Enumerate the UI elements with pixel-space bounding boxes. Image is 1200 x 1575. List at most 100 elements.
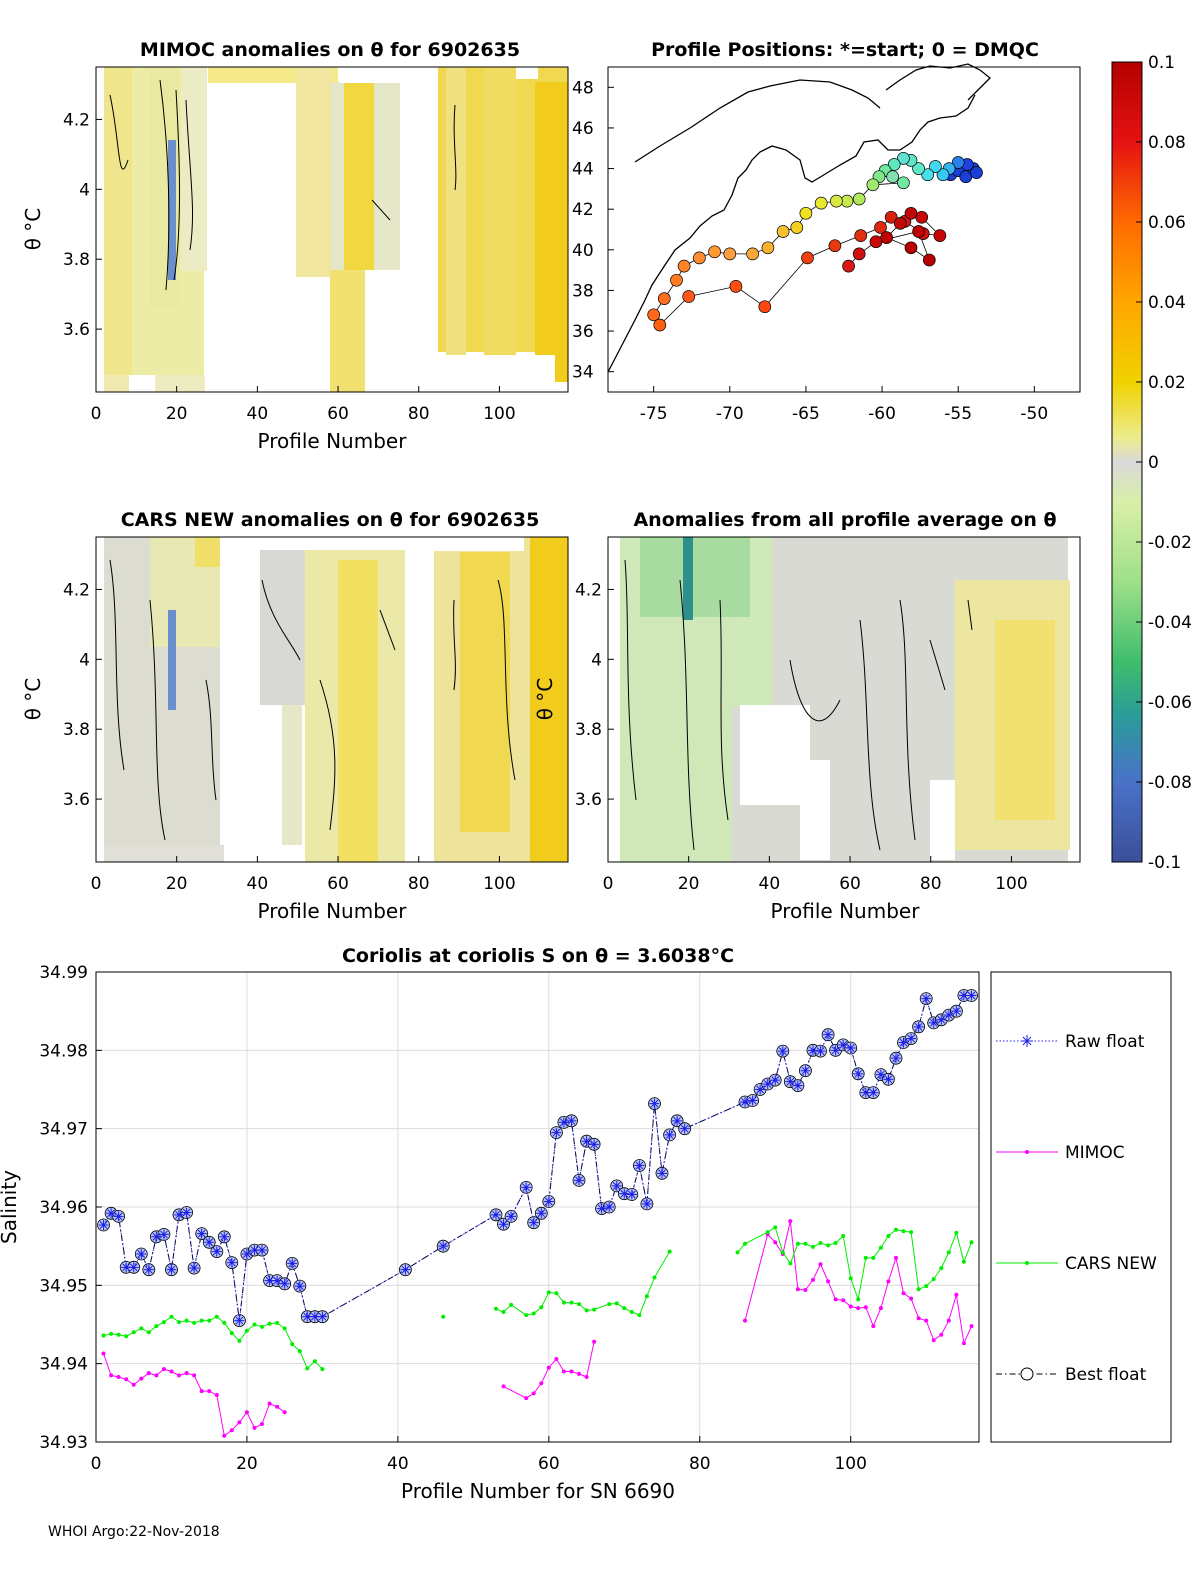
- series-point: [116, 1332, 121, 1337]
- colorbar-tick-label: 0.1: [1148, 53, 1175, 73]
- legend-marker: [1021, 1035, 1033, 1047]
- series-point: [234, 1315, 245, 1326]
- salinity-x-ticks: 0 20 40 60 80 100: [91, 1436, 867, 1474]
- series-point: [679, 1123, 690, 1134]
- series-point: [871, 1324, 876, 1329]
- colorbar-tick-label: 0.02: [1148, 373, 1186, 393]
- series-point: [958, 990, 969, 1001]
- track-point: [922, 253, 936, 267]
- series-point: [275, 1404, 280, 1409]
- series-point: [619, 1188, 630, 1199]
- average-x-ticks: 0 20 40 60 80 100: [603, 856, 1028, 894]
- series-point: [611, 1180, 622, 1191]
- series-point: [943, 1010, 954, 1021]
- series-point: [131, 1330, 136, 1335]
- series-point: [282, 1410, 287, 1415]
- legend-marker: [1020, 1367, 1034, 1381]
- series-point: [498, 1219, 509, 1230]
- series-point: [539, 1381, 544, 1386]
- colorbar: 0.1 0.08 0.06 0.04 0.02 0 -0.02 -0.04 -0.06 -0.08…: [1111, 53, 1192, 873]
- series-point: [607, 1302, 612, 1307]
- track-point: [677, 259, 691, 273]
- series-point: [924, 1284, 929, 1289]
- series-point: [961, 1341, 966, 1346]
- track-point: [840, 194, 854, 208]
- series-point: [614, 1301, 619, 1306]
- cars-y-label: θ °C: [21, 678, 45, 721]
- cars-x-label: Profile Number: [258, 899, 408, 923]
- track-point: [758, 300, 772, 314]
- coastline: [607, 63, 991, 373]
- series-point: [219, 1231, 230, 1242]
- series-point: [222, 1433, 227, 1438]
- series-point: [939, 1266, 944, 1271]
- series-cars-new: [101, 1225, 974, 1372]
- legend-label: Best float: [1065, 1365, 1147, 1385]
- map-x-ticks: -75 -70 -65 -60 -55 -50: [640, 386, 1048, 424]
- series-point: [161, 1367, 166, 1372]
- legend-label: CARS NEW: [1065, 1254, 1157, 1274]
- series-point: [139, 1376, 144, 1381]
- series-point: [211, 1246, 222, 1257]
- series-point: [252, 1425, 257, 1430]
- series-point: [909, 1296, 914, 1301]
- legend-item: Best float: [996, 1365, 1147, 1385]
- series-point: [622, 1306, 627, 1311]
- track-point: [801, 251, 814, 265]
- series-point: [154, 1324, 159, 1329]
- series-point: [109, 1373, 114, 1378]
- series-point: [139, 1326, 144, 1331]
- series-point: [554, 1357, 559, 1361]
- series-point: [657, 1168, 668, 1179]
- colorbar-tick-label: -0.1: [1148, 853, 1181, 873]
- series-point: [566, 1115, 577, 1126]
- y-tick-label: 38: [572, 281, 594, 301]
- series-point: [128, 1262, 139, 1273]
- cars-x-ticks: 0 20 40 60 80 100: [91, 856, 516, 894]
- series-point: [143, 1264, 154, 1275]
- series-point: [747, 1095, 758, 1106]
- track-point: [866, 178, 880, 192]
- legend-marker: [1025, 1150, 1029, 1154]
- salinity-title: Coriolis at coriolis S on θ = 3.6038°C: [342, 945, 734, 967]
- track-point: [693, 251, 706, 265]
- series-point: [803, 1241, 808, 1246]
- track-point: [970, 166, 983, 179]
- series-point: [154, 1373, 159, 1378]
- series-point: [906, 1033, 917, 1044]
- series-point: [305, 1366, 310, 1371]
- series-point: [136, 1249, 147, 1259]
- series-point: [863, 1305, 868, 1310]
- legend-marker: [1025, 1261, 1029, 1265]
- track-point: [790, 221, 804, 234]
- series-point: [592, 1339, 597, 1344]
- series-point: [181, 1207, 192, 1218]
- colorbar-tick-label: 0.06: [1148, 213, 1186, 233]
- x-tick-label: 60: [839, 874, 861, 894]
- y-tick-label: 3.6: [575, 790, 602, 810]
- series-point: [577, 1371, 581, 1376]
- footer-credit: WHOI Argo:22-Nov-2018: [48, 1524, 220, 1540]
- mimoc-axes: [95, 66, 569, 393]
- series-point: [569, 1369, 574, 1374]
- series-point: [214, 1393, 219, 1397]
- series-point: [101, 1333, 106, 1338]
- average-axes: [607, 536, 1081, 863]
- series-point: [199, 1318, 204, 1323]
- series-point: [883, 1074, 894, 1085]
- series-point: [151, 1231, 162, 1242]
- series-point: [838, 1039, 849, 1050]
- colorbar-tick-label: -0.08: [1148, 773, 1192, 793]
- series-point: [237, 1420, 242, 1425]
- y-tick-label: 4: [591, 650, 602, 670]
- series-point: [743, 1318, 747, 1323]
- series-point: [592, 1307, 597, 1312]
- panel-cars-title: CARS NEW anomalies on θ for 6902635: [121, 509, 540, 531]
- series-point: [554, 1291, 559, 1296]
- series-point: [506, 1211, 517, 1222]
- track-point: [842, 259, 855, 273]
- y-tick-label: 40: [572, 241, 594, 261]
- series-point: [954, 1292, 959, 1297]
- series-point: [244, 1328, 249, 1333]
- series-point: [596, 1203, 607, 1214]
